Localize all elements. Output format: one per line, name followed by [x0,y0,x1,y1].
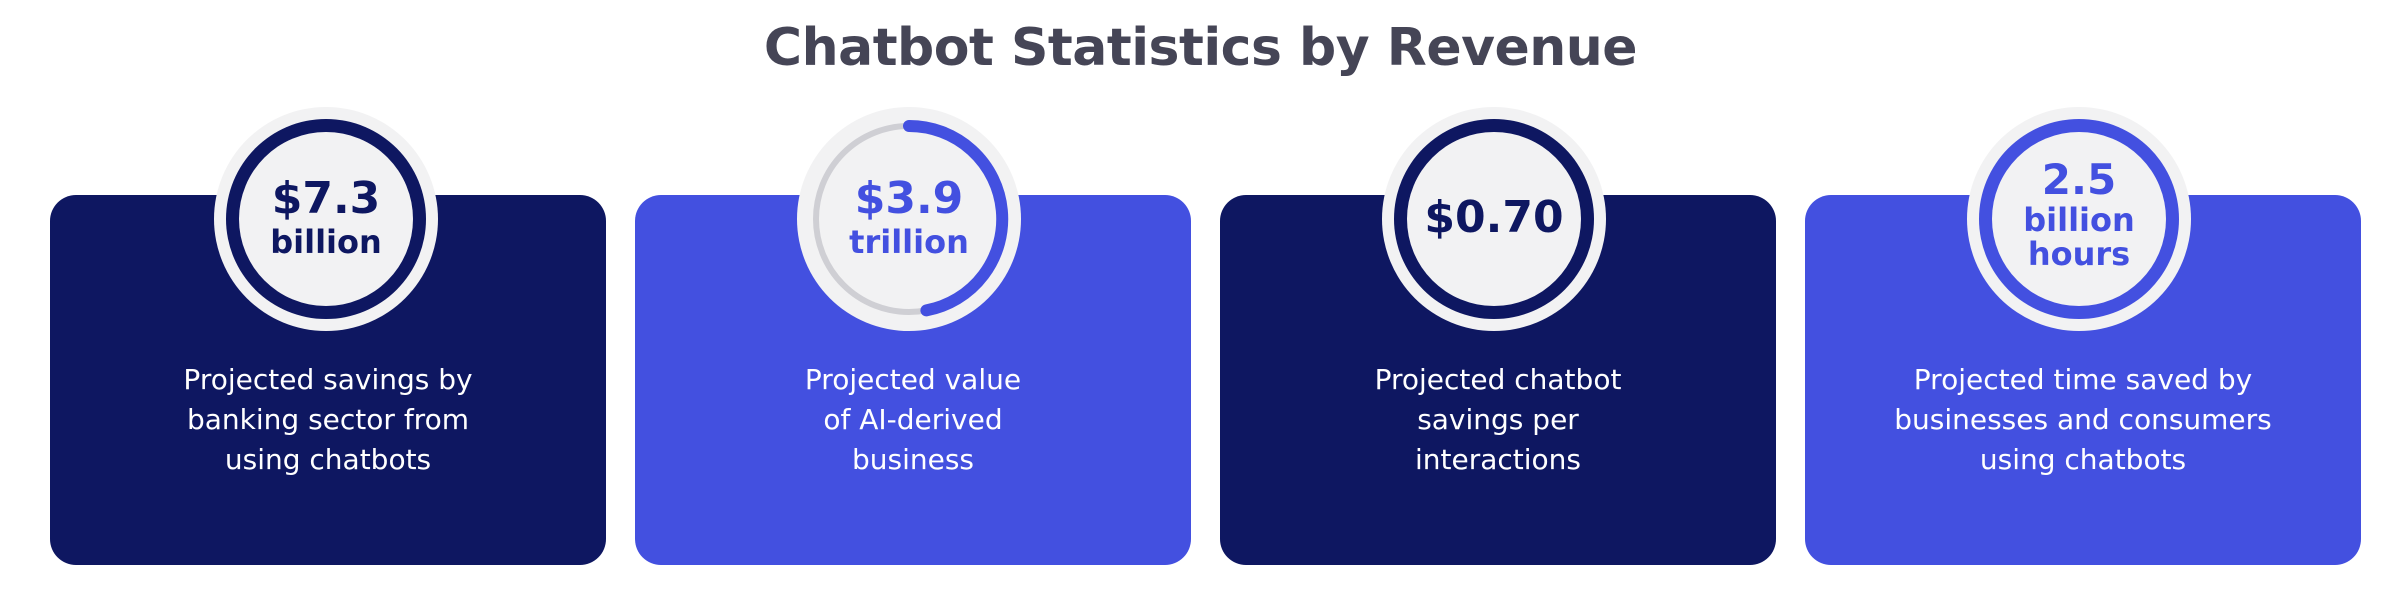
stat-badge: $0.70 [1382,107,1606,331]
stat-value: $3.9 trillion [797,173,1021,262]
description-line: Projected chatbot [1374,363,1622,396]
stat-badge: 2.5 billion hours [1967,107,2191,331]
ring-icon [1382,107,1606,331]
stat-value-number: 2.5 [2041,155,2117,204]
description-line: savings per [1417,403,1579,436]
stat-description: Projected time saved by businesses and c… [1865,360,2301,480]
stat-value-number: $0.70 [1424,192,1564,243]
description-line: using chatbots [1979,443,2187,476]
ring-icon [1967,107,2191,331]
ring-icon [214,107,438,331]
description-line: of AI-derived [823,403,1003,436]
description-line: business [851,443,975,476]
stat-value: 2.5 billion hours [1967,155,2191,273]
description-line: interactions [1414,443,1582,476]
stat-value-unit: billion [2023,201,2135,239]
stat-value-unit: hours [2027,235,2131,273]
description-line: Projected savings by [183,363,473,396]
stat-value: $7.3 billion [214,173,438,262]
stat-value-unit: trillion [849,223,969,261]
description-line: Projected time saved by [1913,363,2253,396]
stat-description: Projected value of AI-derived business [695,360,1131,480]
description-line: using chatbots [224,443,432,476]
progress-ring-icon [797,107,1021,331]
description-line: banking sector from [187,403,469,436]
stat-value-number: $3.9 [854,173,964,224]
stat-badge: $3.9 trillion [797,107,1021,331]
description-line: Projected value [804,363,1022,396]
stat-description: Projected chatbot savings per interactio… [1280,360,1716,480]
page-title: Chatbot Statistics by Revenue [763,18,1638,78]
stat-description: Projected savings by banking sector from… [110,360,546,480]
stat-value: $0.70 [1382,193,1606,243]
stat-badge: $7.3 billion [214,107,438,331]
description-line: businesses and consumers [1894,403,2272,436]
stat-value-unit: billion [270,223,382,261]
stat-card-savings-per-interaction: Projected chatbot savings per interactio… [1220,195,1776,565]
stat-value-number: $7.3 [271,173,381,224]
